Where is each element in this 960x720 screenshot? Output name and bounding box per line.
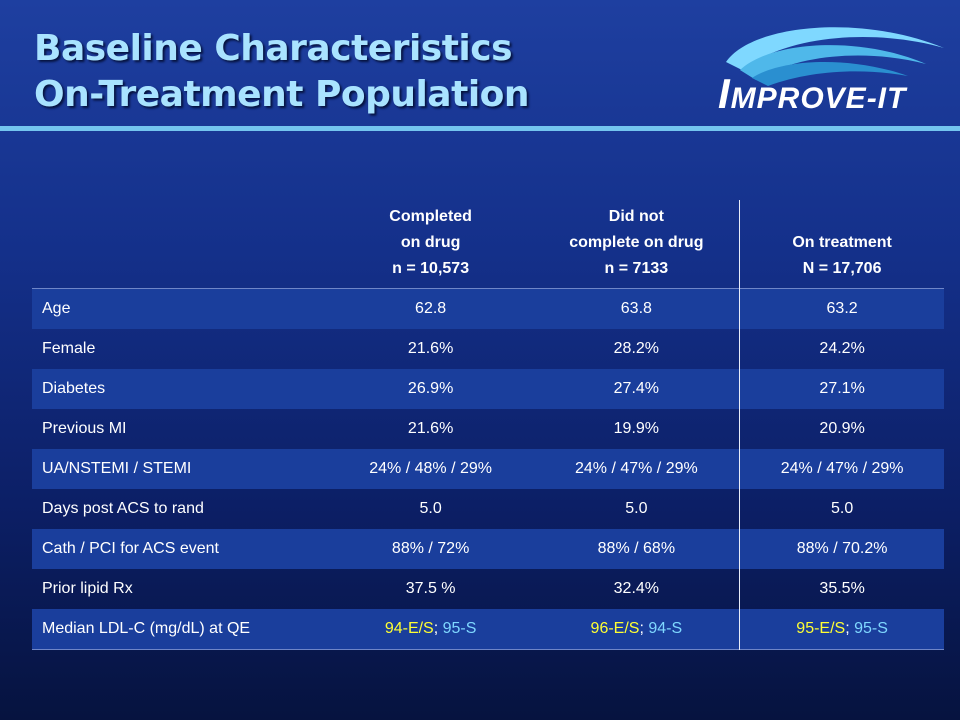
slide-title: Baseline Characteristics On-Treatment Po… xyxy=(34,26,530,118)
cell-value: 63.2 xyxy=(739,288,944,329)
cell-value: 5.0 xyxy=(739,489,944,529)
cell-value: 24% / 47% / 29% xyxy=(739,449,944,489)
row-label: Previous MI xyxy=(42,420,127,437)
value-separator: ; xyxy=(639,620,649,637)
row-label: UA/NSTEMI / STEMI xyxy=(42,460,192,477)
cell-value: 62.8 xyxy=(415,300,447,317)
simva-value: 95-S xyxy=(854,620,888,637)
cell-value: 88% / 70.2% xyxy=(739,529,944,569)
cell-value-ldl: 96-E/S; 94-S xyxy=(533,609,739,650)
value-separator: ; xyxy=(433,620,443,637)
row-label: Days post ACS to rand xyxy=(42,500,204,517)
header-completed-on-drug: Completed on drug n = 10,573 xyxy=(389,208,472,277)
cell-value: 24.2% xyxy=(739,329,944,369)
simva-value: 94-S xyxy=(648,620,683,637)
slide-title-line-2: On-Treatment Population xyxy=(34,74,530,115)
table-row: Diabetes 26.9% 27.4% 27.1% xyxy=(32,369,944,409)
row-label: Age xyxy=(42,300,71,317)
baseline-characteristics-table: Completed on drug n = 10,573 Did not com… xyxy=(32,200,944,650)
cell-value: 32.4% xyxy=(613,580,660,597)
cell-value: 19.9% xyxy=(613,420,660,437)
row-label: Diabetes xyxy=(42,380,106,397)
header-did-not-complete: Did not complete on drug n = 7133 xyxy=(569,208,704,277)
value-separator: ; xyxy=(845,620,855,637)
cell-value: 21.6% xyxy=(407,340,454,357)
cell-value: 37.5 % xyxy=(405,580,456,597)
ezetimibe-simva-value: 94-E/S xyxy=(384,620,434,637)
cell-value: 21.6% xyxy=(407,420,454,437)
cell-value: 24% / 48% / 29% xyxy=(369,460,492,477)
table-row-ldl: Median LDL-C (mg/dL) at QE 94-E/S; 95-S … xyxy=(32,609,944,650)
title-underline xyxy=(0,126,960,131)
row-label: Cath / PCI for ACS event xyxy=(42,540,219,557)
table-row: Prior lipid Rx 37.5 % 32.4% 35.5% xyxy=(32,569,944,609)
cell-value: 5.0 xyxy=(419,500,442,517)
cell-value: 63.8 xyxy=(620,300,652,317)
slide-title-line-1: Baseline Characteristics xyxy=(34,28,513,69)
cell-value: 35.5% xyxy=(739,569,944,609)
table-row: Days post ACS to rand 5.0 5.0 5.0 xyxy=(32,489,944,529)
cell-value: 88% / 68% xyxy=(597,540,676,557)
improve-it-logo-swoosh xyxy=(726,27,944,86)
row-label: Female xyxy=(42,340,96,357)
cell-value: 5.0 xyxy=(625,500,648,517)
table-row: Age 62.8 63.8 63.2 xyxy=(32,288,944,329)
table-row: Female 21.6% 28.2% 24.2% xyxy=(32,329,944,369)
cell-value: 24% / 47% / 29% xyxy=(574,460,698,477)
simva-value: 95-S xyxy=(442,620,477,637)
cell-value-ldl: 94-E/S; 95-S xyxy=(328,609,534,650)
cell-value: 20.9% xyxy=(739,409,944,449)
table-header-row: Completed on drug n = 10,573 Did not com… xyxy=(32,200,944,289)
cell-value: 26.9% xyxy=(407,380,454,397)
row-label: Median LDL-C (mg/dL) at QE xyxy=(42,620,251,637)
cell-value: 88% / 72% xyxy=(391,540,470,557)
cell-value: 27.4% xyxy=(613,380,660,397)
ezetimibe-simva-value: 95-E/S xyxy=(796,620,846,637)
improve-it-logo-text: IMPROVE-IT xyxy=(718,70,907,117)
cell-value: 28.2% xyxy=(613,340,660,357)
cell-value-ldl: 95-E/S; 95-S xyxy=(739,609,944,650)
row-label: Prior lipid Rx xyxy=(42,580,133,597)
table-row: Cath / PCI for ACS event 88% / 72% 88% /… xyxy=(32,529,944,569)
header-label-column xyxy=(32,200,328,289)
header-on-treatment: On treatment N = 17,706 xyxy=(739,200,944,289)
cell-value: 27.1% xyxy=(739,369,944,409)
ezetimibe-simva-value: 96-E/S xyxy=(590,620,640,637)
table-row: UA/NSTEMI / STEMI 24% / 48% / 29% 24% / … xyxy=(32,449,944,489)
table-row: Previous MI 21.6% 19.9% 20.9% xyxy=(32,409,944,449)
